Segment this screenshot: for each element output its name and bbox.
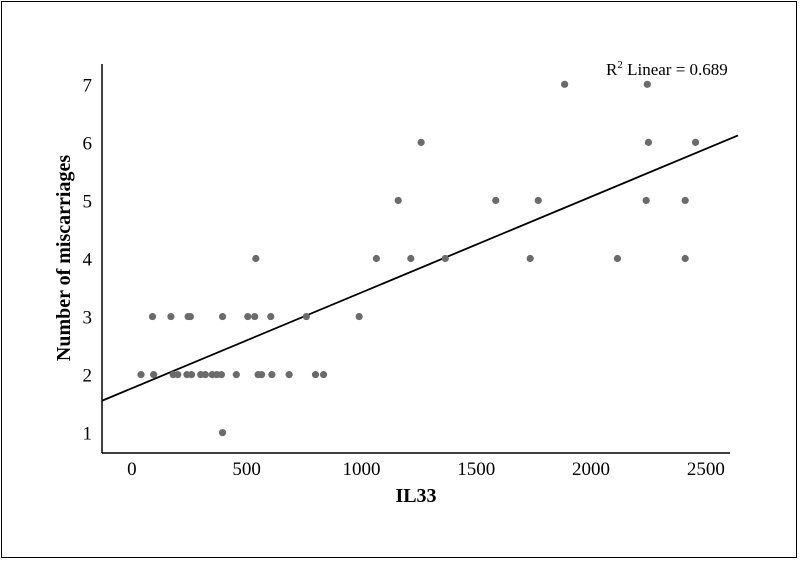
data-point bbox=[643, 80, 651, 88]
r-squared-annotation: R2 Linear = 0.689 bbox=[606, 59, 728, 79]
data-point bbox=[218, 312, 227, 321]
r-squared-superscript: 2 bbox=[617, 59, 623, 71]
data-point bbox=[691, 138, 700, 146]
x-tick-label: 2500 bbox=[687, 459, 725, 480]
x-tick-label: 1000 bbox=[342, 459, 380, 480]
data-point bbox=[251, 312, 259, 321]
x-axis-title: IL33 bbox=[395, 485, 436, 507]
x-tick-label: 2000 bbox=[572, 459, 610, 480]
y-tick-label: 2 bbox=[83, 366, 93, 387]
data-point bbox=[613, 254, 622, 263]
regression-line bbox=[101, 134, 739, 402]
data-points bbox=[137, 80, 700, 437]
data-point bbox=[407, 254, 415, 263]
data-point bbox=[232, 371, 240, 379]
y-tick-label: 3 bbox=[83, 308, 93, 329]
data-point bbox=[394, 196, 402, 205]
data-point bbox=[561, 80, 569, 88]
data-point bbox=[526, 254, 534, 263]
r-squared-prefix: R bbox=[606, 60, 618, 79]
r-squared-suffix: Linear = 0.689 bbox=[623, 60, 728, 79]
data-point bbox=[201, 371, 209, 379]
x-tick-label: 1500 bbox=[457, 459, 495, 480]
data-point bbox=[252, 254, 260, 263]
data-point bbox=[642, 196, 650, 205]
data-point bbox=[187, 371, 196, 379]
y-tick-label: 5 bbox=[83, 191, 93, 212]
x-tick-label: 0 bbox=[127, 459, 137, 480]
data-point bbox=[148, 312, 157, 321]
data-point bbox=[441, 254, 449, 263]
data-point bbox=[319, 371, 328, 379]
x-ticks: 0 500 1000 1500 2000 2500 bbox=[127, 459, 725, 480]
data-point bbox=[244, 312, 252, 321]
y-tick-label: 6 bbox=[83, 133, 93, 154]
data-point bbox=[217, 371, 225, 379]
data-point bbox=[492, 196, 500, 205]
y-tick-label: 7 bbox=[83, 75, 93, 96]
data-point bbox=[372, 254, 380, 263]
data-point bbox=[137, 371, 145, 379]
axes bbox=[101, 64, 730, 454]
data-point bbox=[167, 312, 175, 321]
data-point bbox=[355, 312, 363, 321]
y-tick-label: 4 bbox=[83, 250, 93, 271]
data-point bbox=[150, 371, 158, 379]
y-tick-label: 1 bbox=[83, 424, 93, 445]
data-point bbox=[218, 429, 227, 437]
data-point bbox=[534, 196, 542, 205]
y-ticks: 1 2 3 4 5 6 7 bbox=[83, 75, 93, 444]
data-point bbox=[681, 254, 689, 263]
data-point bbox=[174, 371, 182, 379]
data-point bbox=[268, 371, 276, 379]
data-point bbox=[681, 196, 689, 205]
data-point bbox=[285, 371, 293, 379]
data-point bbox=[267, 312, 275, 321]
data-point bbox=[186, 312, 194, 321]
data-point bbox=[302, 312, 310, 321]
x-tick-label: 500 bbox=[232, 459, 261, 480]
y-axis-title: Number of miscarriages bbox=[53, 155, 75, 361]
data-point bbox=[417, 138, 425, 146]
data-point bbox=[644, 138, 653, 146]
data-point bbox=[311, 371, 320, 379]
data-point bbox=[257, 371, 266, 379]
